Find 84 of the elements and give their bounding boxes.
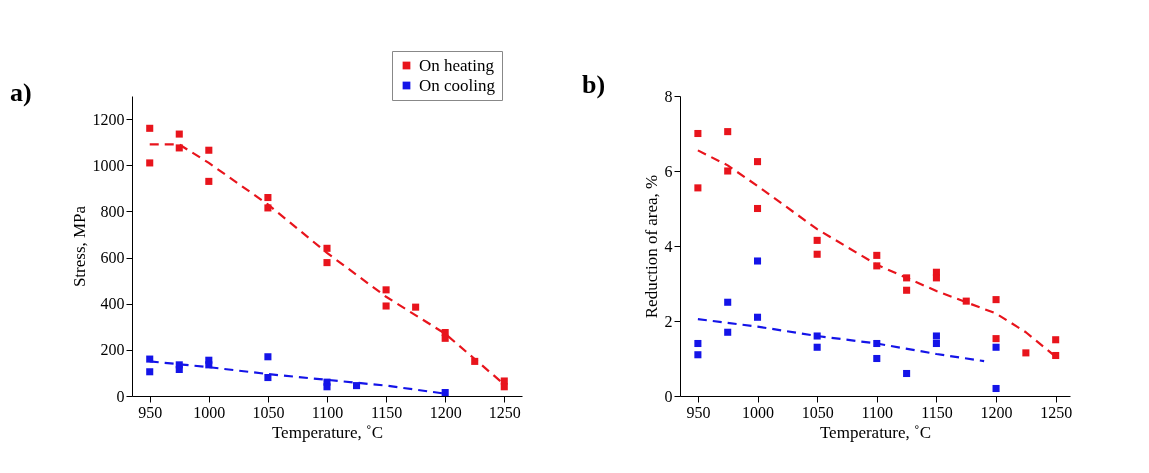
- point: [992, 384, 1000, 393]
- x-tick-label: 1200: [429, 403, 462, 421]
- x-tick-label: 1100: [861, 403, 893, 421]
- point: [500, 383, 508, 391]
- point: [264, 353, 272, 361]
- point: [724, 298, 732, 306]
- y-tick-label: 8: [664, 87, 673, 105]
- point: [694, 129, 702, 138]
- y-tick-label: 1200: [92, 110, 125, 128]
- point: [146, 159, 154, 167]
- x-axis-title: Temperature, ˚C: [271, 422, 384, 442]
- point: [694, 184, 702, 192]
- y-tick-label: 600: [100, 249, 125, 267]
- legend-label: On cooling: [419, 75, 496, 95]
- y-axis-title: Reduction of area, %: [641, 174, 661, 319]
- x-axis-title: Temperature, ˚C: [819, 422, 932, 442]
- x-tick-label: 950: [686, 403, 711, 421]
- point: [694, 339, 702, 348]
- point: [353, 382, 361, 390]
- point: [724, 328, 732, 336]
- y-tick-label: 200: [100, 341, 125, 359]
- point: [382, 302, 390, 310]
- point: [205, 177, 213, 185]
- point: [323, 244, 331, 252]
- point: [382, 286, 390, 294]
- x-tick-label: 1250: [1040, 403, 1073, 421]
- x-tick-label: 1050: [801, 403, 834, 421]
- y-tick-label: 2: [664, 312, 673, 330]
- point: [992, 296, 1000, 304]
- x-tick-label: 1250: [488, 403, 521, 421]
- point: [205, 146, 213, 154]
- point: [724, 167, 732, 175]
- y-tick-label: 0: [664, 387, 673, 405]
- point: [813, 343, 821, 351]
- point: [903, 286, 911, 294]
- point: [753, 158, 762, 166]
- point: [175, 365, 183, 373]
- point: [441, 334, 449, 342]
- point: [903, 369, 911, 378]
- legend-label: On heating: [419, 55, 495, 75]
- line-series: [696, 318, 986, 363]
- point: [264, 374, 272, 382]
- y-tick-label: 400: [100, 295, 125, 313]
- y-tick-label: 4: [664, 237, 673, 255]
- point: [932, 339, 940, 348]
- point: [813, 250, 821, 258]
- y-tick-label: 6: [664, 162, 673, 180]
- point: [992, 335, 1000, 343]
- chart-title: a): [10, 78, 32, 107]
- point: [412, 303, 420, 311]
- x-tick-label: 1150: [921, 403, 953, 421]
- chart-title: b): [582, 70, 606, 99]
- y-tick-label: 1000: [92, 156, 125, 174]
- x-tick-label: 1200: [980, 403, 1013, 421]
- x-tick-label: 1000: [193, 403, 226, 421]
- y-tick-label: 800: [100, 202, 125, 220]
- point: [1022, 349, 1030, 357]
- point: [873, 354, 881, 363]
- point: [724, 128, 732, 136]
- point: [932, 332, 940, 340]
- point: [694, 351, 702, 359]
- point: [813, 332, 821, 340]
- x-tick-label: 1100: [311, 403, 344, 421]
- point: [264, 194, 272, 202]
- point: [992, 343, 1000, 351]
- point: [323, 259, 331, 267]
- x-tick-label: 1150: [370, 403, 403, 421]
- point: [753, 313, 762, 321]
- point: [932, 274, 940, 282]
- point: [146, 368, 154, 376]
- point: [1052, 336, 1060, 344]
- point: [146, 124, 154, 132]
- x-tick-label: 1000: [742, 403, 775, 421]
- x-tick-label: 1050: [252, 403, 285, 421]
- point: [753, 204, 762, 213]
- point: [441, 389, 449, 397]
- x-tick-label: 950: [138, 403, 163, 421]
- point: [753, 257, 762, 265]
- point: [873, 251, 881, 259]
- y-axis-title: Stress, MPa: [69, 205, 89, 288]
- y-tick-label: 0: [116, 387, 125, 405]
- point: [323, 383, 331, 391]
- point: [175, 130, 183, 138]
- point: [813, 236, 821, 244]
